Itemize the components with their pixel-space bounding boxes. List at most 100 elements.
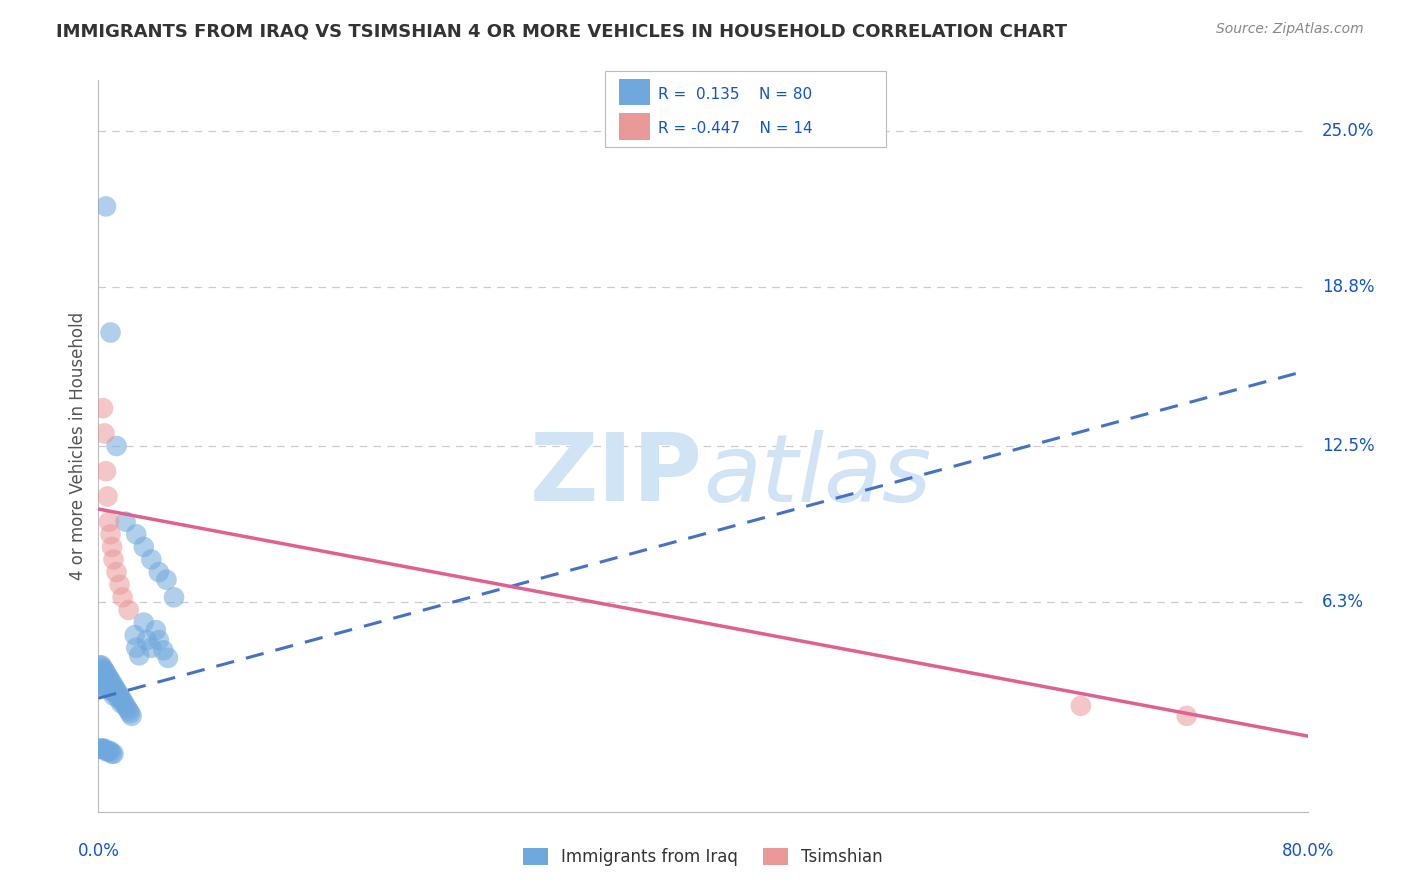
Point: [94, 464, 117, 478]
Text: 0.0%: 0.0%: [77, 842, 120, 860]
Point: [101, 681, 124, 695]
Point: [100, 683, 122, 698]
Point: [89, 679, 111, 693]
Text: IMMIGRANTS FROM IRAQ VS TSIMSHIAN 4 OR MORE VEHICLES IN HOUSEHOLD CORRELATION CH: IMMIGRANTS FROM IRAQ VS TSIMSHIAN 4 OR M…: [56, 22, 1067, 40]
Point: [135, 633, 157, 648]
Point: [100, 673, 122, 688]
Point: [105, 439, 128, 453]
Point: [101, 676, 124, 690]
Point: [100, 744, 122, 758]
Point: [105, 565, 128, 579]
Point: [90, 658, 112, 673]
Point: [141, 552, 163, 566]
Point: [112, 696, 135, 710]
Point: [103, 679, 125, 693]
Point: [156, 651, 179, 665]
Point: [101, 540, 124, 554]
Point: [89, 673, 111, 688]
Point: [125, 640, 148, 655]
Point: [1175, 709, 1198, 723]
Point: [96, 679, 118, 693]
Point: [108, 689, 131, 703]
Point: [101, 747, 124, 761]
Point: [90, 664, 112, 678]
Point: [98, 681, 121, 695]
Point: [110, 696, 132, 710]
Point: [90, 679, 112, 693]
Point: [100, 326, 122, 340]
Point: [98, 676, 121, 690]
Point: [94, 676, 117, 690]
Point: [93, 664, 115, 678]
Point: [121, 709, 143, 723]
Point: [118, 704, 141, 718]
Point: [98, 744, 121, 758]
Point: [94, 681, 117, 695]
Point: [155, 573, 177, 587]
Point: [103, 689, 125, 703]
Point: [91, 401, 114, 416]
Point: [93, 679, 115, 693]
Text: Source: ZipAtlas.com: Source: ZipAtlas.com: [1216, 22, 1364, 37]
Text: ZIP: ZIP: [530, 429, 703, 521]
Point: [108, 578, 131, 592]
Point: [90, 741, 112, 756]
Point: [94, 671, 117, 685]
Point: [124, 628, 146, 642]
Point: [96, 490, 118, 504]
Point: [111, 694, 134, 708]
Point: [96, 668, 118, 682]
Point: [93, 426, 115, 441]
Point: [103, 747, 125, 761]
Text: 12.5%: 12.5%: [1322, 437, 1375, 455]
Text: 80.0%: 80.0%: [1281, 842, 1334, 860]
Point: [96, 673, 118, 688]
Point: [93, 741, 115, 756]
Point: [132, 615, 155, 630]
Point: [104, 681, 127, 695]
Point: [91, 676, 114, 690]
Point: [89, 665, 111, 680]
Point: [110, 691, 132, 706]
Point: [93, 673, 115, 688]
Point: [111, 591, 134, 605]
Point: [114, 698, 136, 713]
Point: [98, 671, 121, 685]
Text: atlas: atlas: [703, 430, 931, 521]
Y-axis label: 4 or more Vehicles in Household: 4 or more Vehicles in Household: [69, 312, 87, 580]
Text: 18.8%: 18.8%: [1322, 278, 1375, 296]
Point: [103, 683, 125, 698]
Point: [91, 661, 114, 675]
Point: [141, 640, 163, 655]
Text: R =  0.135    N = 80: R = 0.135 N = 80: [658, 87, 813, 102]
Point: [94, 744, 117, 758]
Point: [1070, 698, 1092, 713]
Point: [89, 658, 111, 673]
Text: 6.3%: 6.3%: [1322, 593, 1364, 611]
Point: [132, 540, 155, 554]
Point: [148, 633, 170, 648]
Point: [120, 706, 142, 721]
Point: [107, 686, 129, 700]
Legend: Immigrants from Iraq, Tsimshian: Immigrants from Iraq, Tsimshian: [516, 841, 890, 873]
Point: [125, 527, 148, 541]
Point: [115, 701, 138, 715]
Point: [145, 623, 167, 637]
Point: [100, 527, 122, 541]
Point: [89, 741, 111, 756]
Point: [128, 648, 150, 663]
Point: [104, 686, 127, 700]
Point: [105, 683, 128, 698]
Point: [152, 643, 174, 657]
Point: [91, 665, 114, 680]
Point: [90, 673, 112, 688]
Point: [103, 552, 125, 566]
Point: [114, 515, 136, 529]
Point: [163, 591, 186, 605]
Point: [93, 668, 115, 682]
Point: [107, 691, 129, 706]
Point: [148, 565, 170, 579]
Point: [90, 668, 112, 682]
Point: [91, 671, 114, 685]
Point: [94, 665, 117, 680]
